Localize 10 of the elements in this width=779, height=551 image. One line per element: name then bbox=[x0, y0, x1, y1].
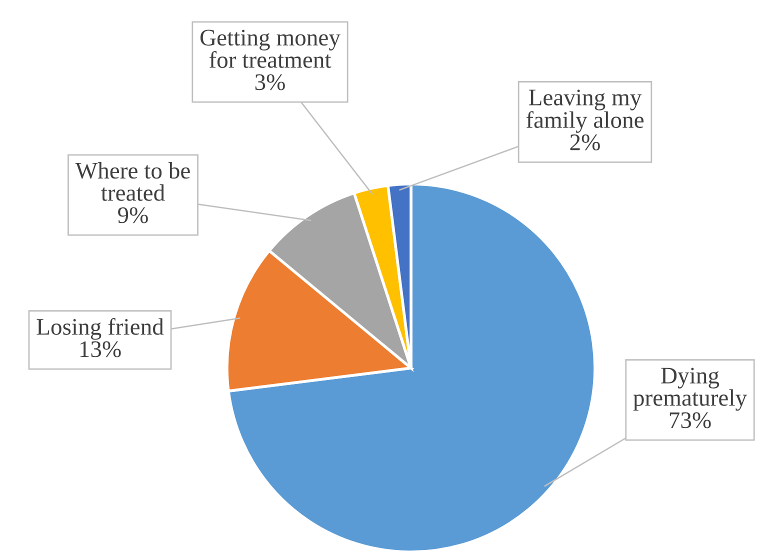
slice-label: Losing friend bbox=[36, 318, 164, 340]
slice-label: Dying prematurely bbox=[633, 368, 747, 411]
data-label: 3% bbox=[255, 74, 285, 90]
slice-label: Where to be treated bbox=[75, 162, 190, 201]
data-label: 13% bbox=[80, 341, 121, 358]
data-label: 73% bbox=[670, 412, 711, 428]
data-label: 9% bbox=[118, 207, 148, 224]
slice-label: Leaving my family alone bbox=[526, 90, 644, 133]
data-label: 2% bbox=[570, 134, 600, 150]
slice-label: Getting money for treatment bbox=[200, 30, 340, 68]
